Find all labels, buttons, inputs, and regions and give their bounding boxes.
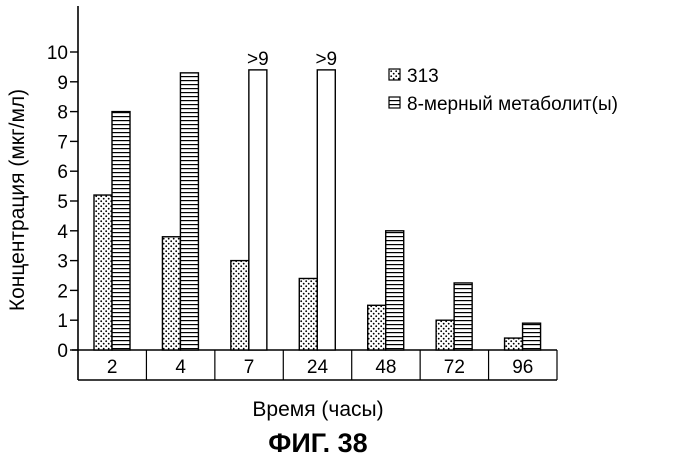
bar-313-7 bbox=[231, 261, 249, 350]
x-axis-categories: 24724487296 bbox=[107, 357, 533, 378]
x-category-label: 2 bbox=[107, 357, 118, 378]
y-tick-label: 2 bbox=[57, 281, 68, 302]
legend: 313 8-мерный метаболит(ы) bbox=[389, 66, 618, 115]
figure-caption: ФИГ. 38 bbox=[268, 428, 367, 458]
bar-313-2 bbox=[94, 195, 112, 350]
x-category-label: 7 bbox=[244, 357, 255, 378]
x-category-label: 72 bbox=[444, 357, 465, 378]
bar-annotation-label: >9 bbox=[247, 49, 269, 70]
bar-metabolite-72 bbox=[454, 283, 472, 350]
y-tick-label: 9 bbox=[57, 73, 68, 94]
bar-metabolite-4 bbox=[180, 73, 198, 350]
bar-metabolite-2 bbox=[112, 112, 130, 350]
legend-swatch-metabolite bbox=[389, 97, 400, 108]
x-category-label: 4 bbox=[175, 357, 186, 378]
x-category-label: 96 bbox=[512, 357, 533, 378]
bar-metabolite-96 bbox=[523, 323, 541, 350]
y-tick-label: 6 bbox=[57, 162, 68, 183]
y-tick-label: 1 bbox=[57, 311, 68, 332]
bar-313-4 bbox=[162, 237, 180, 350]
x-category-label: 24 bbox=[307, 357, 329, 378]
bar-metabolite-7 bbox=[249, 70, 267, 350]
y-tick-label: 8 bbox=[57, 103, 68, 124]
y-axis-title: Концентрация (мкг/мл) bbox=[6, 89, 29, 311]
y-tick-label: 4 bbox=[57, 222, 68, 243]
bar-metabolite-24 bbox=[317, 70, 335, 350]
bar-metabolite-48 bbox=[386, 231, 404, 350]
y-tick-label: 10 bbox=[47, 43, 68, 64]
y-axis-ticks: 0 1 2 3 4 5 6 7 8 9 10 bbox=[47, 43, 78, 362]
x-category-label: 48 bbox=[375, 357, 396, 378]
bar-313-24 bbox=[299, 278, 317, 350]
bar-313-48 bbox=[368, 305, 386, 350]
bar-313-72 bbox=[436, 320, 454, 350]
legend-label-metabolite: 8-мерный метаболит(ы) bbox=[407, 94, 618, 115]
y-tick-label: 0 bbox=[57, 341, 68, 362]
legend-swatch-313 bbox=[389, 69, 400, 80]
y-tick-label: 5 bbox=[57, 192, 68, 213]
bar-313-96 bbox=[505, 338, 523, 350]
y-tick-label: 7 bbox=[57, 132, 68, 153]
y-tick-label: 3 bbox=[57, 252, 68, 273]
x-axis-title: Время (часы) bbox=[252, 398, 383, 421]
legend-label-313: 313 bbox=[407, 66, 439, 87]
bar-annotation-label: >9 bbox=[315, 49, 337, 70]
bar-annotations: >9 >9 bbox=[247, 49, 337, 70]
